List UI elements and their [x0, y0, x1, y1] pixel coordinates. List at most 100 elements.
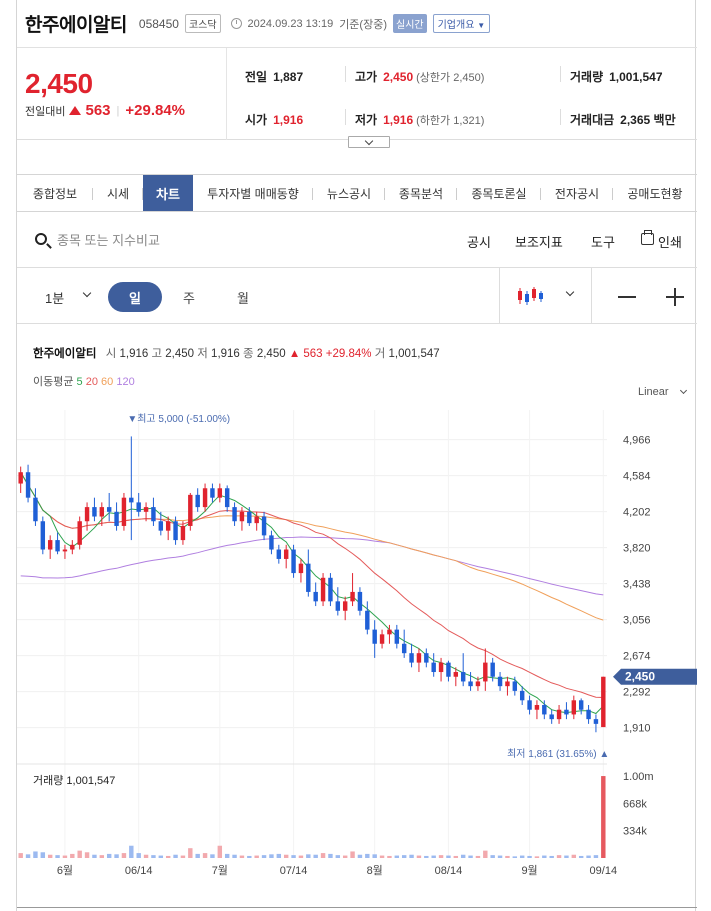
candle-body[interactable]	[232, 507, 237, 522]
candle-body[interactable]	[401, 643, 407, 654]
tab-discussion[interactable]: 종목토론실	[457, 175, 541, 211]
tab-disclosure[interactable]: 전자공시	[541, 175, 613, 211]
candle-body[interactable]	[18, 472, 23, 484]
candle-body[interactable]	[379, 634, 385, 644]
candle-body[interactable]	[77, 521, 82, 545]
candle-body[interactable]	[335, 601, 341, 611]
candle-body[interactable]	[129, 497, 134, 503]
candle-body[interactable]	[350, 591, 355, 602]
candle-body[interactable]	[475, 681, 481, 687]
candle-body[interactable]	[505, 681, 510, 687]
tab-short-selling[interactable]: 공매도현황	[627, 186, 683, 201]
ma60-legend[interactable]: 60	[101, 376, 114, 388]
candle-body[interactable]	[224, 488, 230, 508]
tab-summary[interactable]: 종합정보	[17, 175, 93, 211]
chevron-down-icon[interactable]	[82, 288, 92, 298]
candle-body[interactable]	[549, 714, 554, 720]
candle-body[interactable]	[542, 705, 547, 715]
candle-body[interactable]	[25, 472, 31, 498]
price-chart[interactable]: 4,966 4,584 4,202 3,820 3,438 3,056 2,674 2,292…	[17, 400, 697, 878]
candle-body[interactable]	[247, 511, 252, 524]
candle-body[interactable]	[372, 629, 377, 644]
candle-body[interactable]	[70, 544, 75, 550]
ma120-legend[interactable]: 120	[116, 376, 135, 388]
period-day-button[interactable]: 일	[108, 282, 162, 312]
candle-body[interactable]	[298, 563, 304, 574]
candle-body[interactable]	[55, 540, 60, 552]
candle-body[interactable]	[527, 700, 532, 710]
candle-body[interactable]	[586, 709, 591, 720]
printer-icon[interactable]	[641, 230, 654, 245]
candle-body[interactable]	[342, 601, 348, 611]
candle-body[interactable]	[424, 653, 429, 663]
candle-body[interactable]	[217, 488, 223, 498]
candle-body[interactable]	[438, 662, 444, 673]
chevron-down-icon[interactable]	[679, 386, 688, 395]
candle-body[interactable]	[460, 672, 466, 682]
candle-body[interactable]	[62, 549, 68, 552]
candle-body[interactable]	[261, 516, 267, 536]
candle-body[interactable]	[564, 709, 569, 715]
candle-body[interactable]	[556, 709, 562, 720]
candle-body[interactable]	[195, 494, 200, 508]
zoom-in-icon[interactable]	[666, 289, 684, 304]
candle-body[interactable]	[357, 591, 363, 611]
candle-body[interactable]	[269, 535, 274, 550]
ma5-legend[interactable]: 5	[76, 376, 83, 388]
candlestick-icon[interactable]	[517, 286, 543, 306]
print-button[interactable]: 인쇄	[658, 235, 682, 250]
company-info-button[interactable]: 기업개요 ▼	[432, 14, 491, 33]
candle-body[interactable]	[497, 676, 503, 687]
candle-body[interactable]	[534, 705, 540, 710]
candle-body[interactable]	[165, 521, 171, 531]
candle-body[interactable]	[283, 549, 289, 559]
candle-body[interactable]	[158, 521, 164, 531]
candle-body[interactable]	[313, 591, 318, 602]
candle-body[interactable]	[99, 507, 105, 517]
tab-investor-trading[interactable]: 투자자별 매매동향	[193, 175, 313, 211]
minute-select[interactable]: 1분	[45, 291, 65, 306]
search-icon[interactable]	[35, 233, 47, 245]
candle-body[interactable]	[33, 497, 38, 522]
candle-body[interactable]	[254, 516, 259, 524]
candle-body[interactable]	[578, 700, 584, 710]
candle-body[interactable]	[512, 681, 518, 691]
candle-body[interactable]	[173, 521, 178, 541]
candle-body[interactable]	[593, 719, 599, 724]
candle-body[interactable]	[40, 521, 46, 550]
chevron-down-icon[interactable]	[565, 287, 575, 297]
tab-news[interactable]: 뉴스공시	[313, 175, 385, 211]
candle-body[interactable]	[47, 540, 53, 550]
candle-body[interactable]	[106, 507, 112, 512]
candle-body[interactable]	[92, 507, 97, 517]
candle-body[interactable]	[446, 662, 451, 677]
candle-body[interactable]	[409, 653, 414, 663]
expand-button[interactable]	[348, 136, 390, 148]
tab-analysis[interactable]: 종목분석	[385, 175, 457, 211]
candle-body[interactable]	[431, 662, 436, 673]
candle-body[interactable]	[328, 577, 333, 602]
period-month-button[interactable]: 월	[237, 290, 249, 306]
candle-body[interactable]	[276, 549, 282, 559]
candle-body[interactable]	[416, 653, 422, 663]
candle-body[interactable]	[84, 507, 90, 522]
candle-body[interactable]	[394, 629, 400, 644]
candle-body[interactable]	[453, 672, 459, 677]
candle-body[interactable]	[306, 563, 311, 592]
candle-body[interactable]	[519, 690, 525, 701]
candle-body[interactable]	[202, 488, 208, 508]
scale-select[interactable]: Linear	[638, 386, 669, 398]
candle-body[interactable]	[571, 700, 577, 715]
candle-body[interactable]	[121, 497, 127, 526]
candle-body[interactable]	[180, 525, 186, 541]
tab-quotes[interactable]: 시세	[93, 175, 143, 211]
candle-body[interactable]	[151, 507, 156, 522]
candle-body[interactable]	[291, 549, 296, 574]
indicators-button[interactable]: 보조지표	[515, 235, 563, 250]
disclosure-button[interactable]: 공시	[467, 235, 491, 250]
candle-body[interactable]	[114, 511, 119, 526]
candle-body[interactable]	[239, 511, 245, 522]
candle-body[interactable]	[387, 629, 392, 635]
candle-body[interactable]	[210, 488, 215, 498]
candle-body[interactable]	[320, 577, 326, 602]
